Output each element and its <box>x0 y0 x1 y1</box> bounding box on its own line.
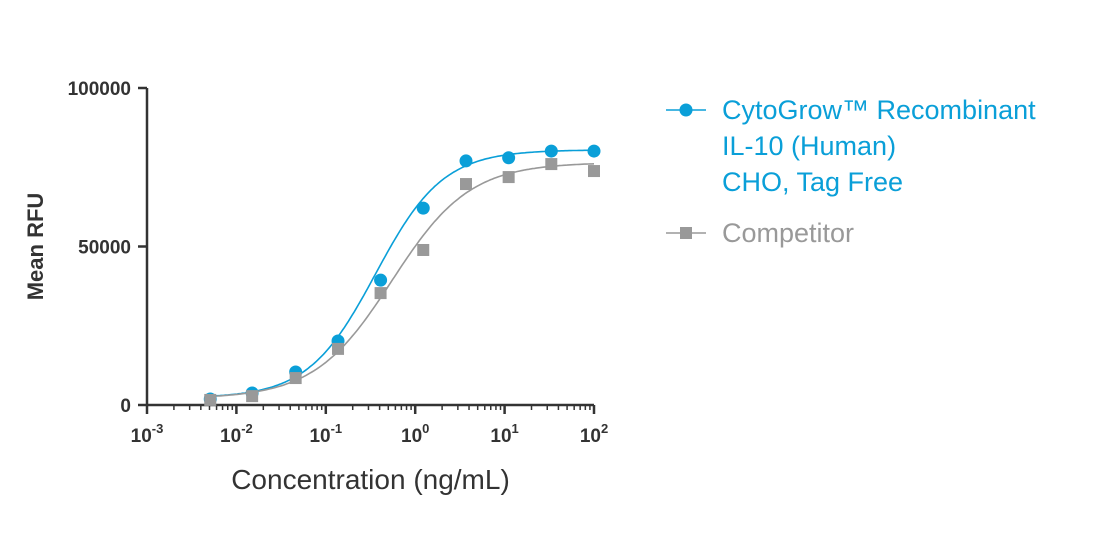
legend-entry-competitor: Competitor <box>722 215 854 251</box>
data-point-square <box>588 165 600 178</box>
x-tick-label: 10-2 <box>220 421 253 447</box>
x-tick-label: 100 <box>401 421 429 447</box>
y-axis-label: Mean RFU <box>23 193 48 301</box>
y-tick-label: 100000 <box>68 79 131 100</box>
data-point-circle <box>587 144 601 158</box>
x-tick-label: 101 <box>490 421 518 447</box>
data-point-square <box>374 287 387 300</box>
legend-label-line: IL-10 (Human) <box>722 131 897 161</box>
legend-label-line: Competitor <box>722 218 855 248</box>
x-tick-label: 10-1 <box>309 421 342 447</box>
data-point-circle <box>374 273 388 287</box>
data-point-square <box>289 372 302 385</box>
x-tick-label: 10-3 <box>131 421 164 447</box>
data-point-square <box>459 178 472 191</box>
data-point-circle <box>544 144 558 158</box>
y-tick-label: 50000 <box>78 238 131 259</box>
data-point-circle <box>416 201 430 215</box>
legend-label-line: CHO, Tag Free <box>722 167 904 197</box>
y-tick-label: 0 <box>120 396 131 417</box>
data-point-circle <box>502 151 516 165</box>
legend-marker-square <box>680 227 692 239</box>
data-point-square <box>502 171 515 184</box>
legend-entry-cytogrow: CytoGrow™ Recombinant IL-10 (Human) CHO,… <box>722 92 1036 200</box>
legend-marker-circle <box>679 103 693 117</box>
fit-curve-1 <box>210 163 595 398</box>
x-axis-label: Concentration (ng/mL) <box>231 464 510 495</box>
data-point-square <box>246 390 259 403</box>
data-point-square <box>545 158 558 171</box>
data-point-square <box>332 342 345 355</box>
data-point-square <box>204 393 217 406</box>
legend-label-line: CytoGrow™ Recombinant <box>722 95 1036 125</box>
data-point-circle <box>459 154 473 168</box>
fit-curve-0 <box>210 149 594 397</box>
data-point-square <box>417 243 430 256</box>
x-tick-label: 102 <box>580 421 608 447</box>
